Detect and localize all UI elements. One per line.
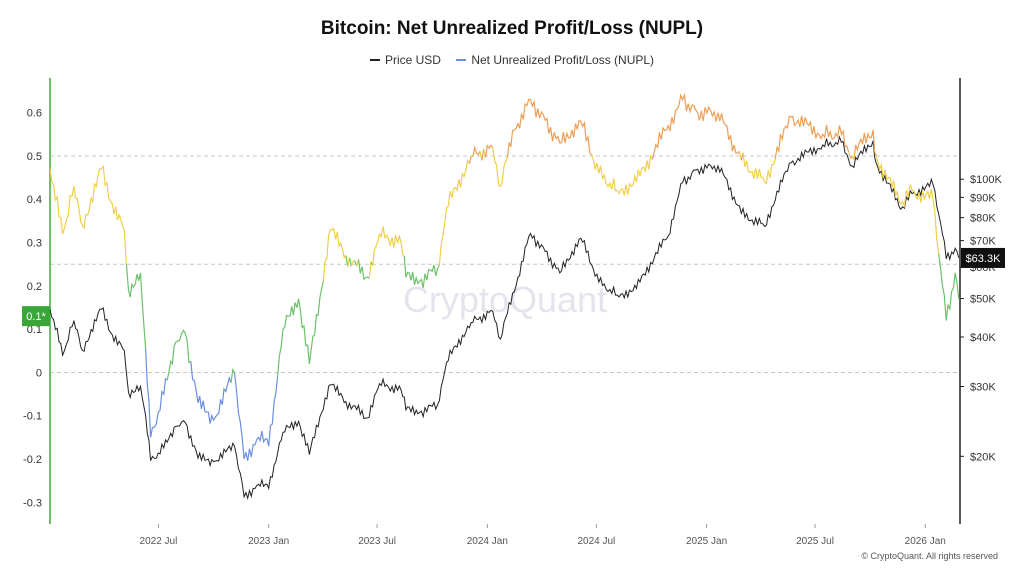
nupl-line-segment bbox=[403, 256, 440, 288]
legend-item-nupl[interactable]: Net Unrealized Profit/Loss (NUPL) bbox=[456, 53, 654, 67]
y-left-tick-label: -0.3 bbox=[23, 497, 42, 509]
nupl-line-segment bbox=[322, 227, 347, 281]
nupl-line-segment bbox=[472, 145, 481, 157]
y-left-tick-label: -0.2 bbox=[23, 454, 42, 466]
nupl-line-segment bbox=[49, 164, 127, 265]
x-tick-label: 2024 Jan bbox=[467, 536, 508, 547]
nupl-line-segment bbox=[233, 372, 279, 461]
nupl-line-segment bbox=[230, 367, 236, 384]
nupl-line-segment bbox=[481, 148, 485, 161]
nupl-line-segment bbox=[190, 361, 232, 424]
legend-swatch-price bbox=[369, 59, 380, 61]
nupl-line-segment bbox=[492, 147, 508, 188]
x-tick-label: 2023 Jan bbox=[248, 536, 289, 547]
chart-legend: Price USD Net Unrealized Profit/Loss (NU… bbox=[0, 50, 1024, 67]
watermark: CryptoQuant bbox=[403, 279, 607, 320]
y-right-tick-label: $100K bbox=[970, 174, 1002, 186]
nupl-line-segment bbox=[125, 263, 147, 349]
y-right-tick-label: $30K bbox=[970, 382, 996, 394]
y-right-tick-label: $40K bbox=[970, 332, 996, 344]
current-nupl-label: 0.1* bbox=[26, 311, 46, 323]
y-left-tick-label: 0 bbox=[36, 367, 42, 379]
y-left-tick-label: 0.6 bbox=[27, 108, 42, 120]
nupl-line-segment bbox=[348, 257, 352, 267]
x-tick-label: 2025 Jul bbox=[796, 536, 834, 547]
axis-layer: 0.6 0.5 0.4 0.3 0.2 0.1 0 -0.1 -0.2 -0.3 $100K $90K… bbox=[23, 78, 1002, 547]
y-left-tick-label: 0.4 bbox=[27, 194, 42, 206]
nupl-line-segment bbox=[368, 261, 372, 279]
nupl-line-segment bbox=[774, 115, 850, 160]
nupl-line-segment bbox=[738, 151, 742, 161]
y-right-tick-label: $50K bbox=[970, 294, 996, 306]
current-nupl-badge bbox=[22, 306, 50, 327]
nupl-line-segment bbox=[438, 159, 470, 265]
nupl-line-segment bbox=[347, 257, 351, 267]
nupl-line-segment bbox=[357, 259, 370, 281]
y-right-tick-label: $70K bbox=[970, 236, 996, 248]
nupl-line-segment bbox=[484, 144, 494, 158]
nupl-line-segment bbox=[875, 155, 940, 254]
x-tick-label: 2024 Jul bbox=[577, 536, 615, 547]
x-tick-label: 2023 Jul bbox=[358, 536, 396, 547]
nupl-line-segment bbox=[345, 255, 349, 267]
nupl-line-segment bbox=[591, 154, 653, 196]
y-right-tick-label: $80K bbox=[970, 213, 996, 225]
nupl-line-segment bbox=[350, 260, 356, 267]
nupl-line-segment bbox=[848, 151, 851, 159]
x-tick-label: 2025 Jan bbox=[686, 536, 727, 547]
nupl-line-segment bbox=[277, 280, 324, 377]
y-left-tick-label: 0.1 bbox=[27, 324, 42, 336]
nupl-series bbox=[49, 92, 960, 461]
y-left-tick-label: -0.1 bbox=[23, 411, 42, 423]
x-tick-label: 2026 Jan bbox=[905, 536, 946, 547]
legend-label-nupl: Net Unrealized Profit/Loss (NUPL) bbox=[471, 53, 655, 67]
y-left-tick-label: 0.5 bbox=[27, 151, 42, 163]
chart-title: Bitcoin: Net Unrealized Profit/Loss (NUP… bbox=[320, 18, 704, 39]
legend-label-price: Price USD bbox=[384, 53, 441, 67]
current-price-label: $63.3K bbox=[966, 253, 1002, 265]
nupl-line-segment bbox=[742, 152, 776, 185]
nupl-line-segment bbox=[166, 329, 192, 381]
grid-layer bbox=[50, 155, 960, 373]
legend-item-price[interactable]: Price USD bbox=[369, 53, 441, 67]
badge-layer: $63.3K 0.1* bbox=[22, 247, 1005, 327]
nupl-line-segment bbox=[938, 253, 960, 321]
legend-swatch-nupl bbox=[456, 59, 467, 61]
y-left-tick-label: 0.2 bbox=[27, 281, 42, 293]
copyright-credit: © CryptoQuant. All rights reserved bbox=[861, 551, 998, 561]
y-right-tick-label: $20K bbox=[970, 451, 996, 463]
nupl-line-segment bbox=[468, 155, 472, 164]
y-right-tick-label: $90K bbox=[970, 192, 996, 204]
nupl-line-segment bbox=[853, 129, 877, 160]
nupl-line-segment bbox=[506, 98, 593, 158]
nupl-line-segment bbox=[651, 92, 740, 160]
nupl-line-segment bbox=[372, 226, 405, 266]
nupl-line-segment bbox=[145, 348, 168, 438]
price-line bbox=[49, 135, 960, 501]
x-tick-label: 2022 Jul bbox=[140, 536, 178, 547]
price-series bbox=[49, 135, 960, 501]
y-left-tick-label: 0.3 bbox=[27, 238, 42, 250]
current-price-badge bbox=[961, 247, 1005, 268]
